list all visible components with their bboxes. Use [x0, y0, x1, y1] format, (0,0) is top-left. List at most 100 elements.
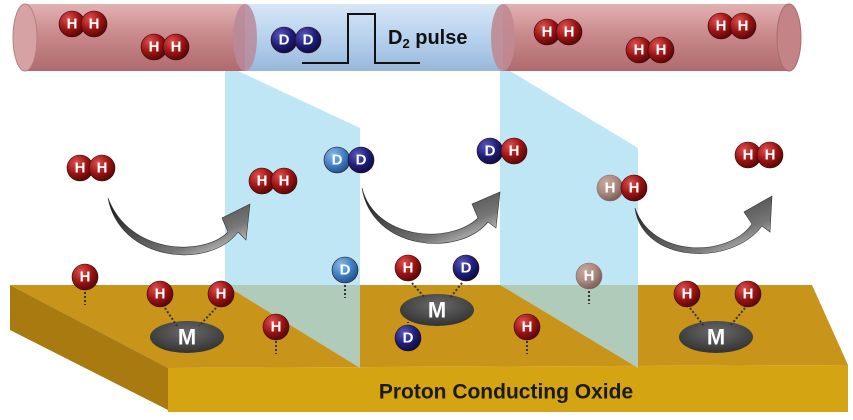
hydrogen-atom: H: [555, 18, 583, 46]
atom-label: H: [257, 173, 268, 190]
hydrogen-atom-circle: [555, 18, 583, 46]
hydrogen-atom: H: [729, 12, 757, 40]
bond: [411, 282, 426, 299]
atom-label: H: [605, 180, 616, 197]
metal-label: M: [707, 325, 725, 350]
process-arrow-3: [634, 195, 773, 254]
hydrogen-atom: H: [647, 36, 675, 64]
tube-segment-left: [25, 4, 245, 71]
hydrogen-atom: H: [596, 174, 624, 202]
atom-label: H: [743, 286, 754, 303]
tube-end-left: [12, 3, 38, 72]
hydrogen-atom: H: [58, 10, 86, 38]
atom-label: H: [656, 42, 667, 59]
atom-label: H: [67, 16, 78, 33]
bond: [198, 307, 217, 327]
atom-label: H: [271, 319, 282, 336]
hydrogen-atom-circle: [620, 174, 648, 202]
substrate-left-face: [10, 285, 168, 410]
atom-label: D: [485, 143, 496, 160]
hydrogen-atom-circle: [756, 141, 784, 169]
atom-label: D: [356, 152, 367, 169]
hydrogen-atom: H: [673, 280, 701, 308]
hydrogen-atom-circle: [88, 154, 116, 182]
atom-label: H: [80, 269, 91, 286]
atom-label: H: [89, 16, 100, 33]
metal-label: M: [178, 325, 196, 350]
deuterium-atom: D: [294, 26, 322, 54]
hydrogen-atom-circle: [513, 313, 541, 341]
deuterium-atom: D: [347, 146, 375, 174]
hydrogen-atom-circle: [162, 33, 190, 61]
atom-label: D: [332, 152, 343, 169]
bond: [449, 282, 463, 299]
metal-label: M: [428, 298, 446, 323]
atom-label: H: [509, 143, 520, 160]
substrate-front-face: [168, 365, 848, 412]
atom-label: H: [155, 286, 166, 303]
hydrogen-atom-circle: [80, 10, 108, 38]
hydrogen-atom: H: [88, 154, 116, 182]
atom-label: H: [629, 180, 640, 197]
hydrogen-atom: H: [262, 313, 290, 341]
hydrogen-atom-circle: [270, 167, 298, 195]
atom-label: D: [279, 32, 290, 49]
deuterium-atom: D: [394, 324, 422, 352]
atom-label: D: [461, 260, 472, 277]
hydrogen-atom: H: [756, 141, 784, 169]
metal-site-3: M: [679, 321, 753, 353]
hydrogen-atom-circle: [647, 36, 675, 64]
atom-label: H: [216, 286, 227, 303]
hydrogen-atom: H: [80, 10, 108, 38]
deuterium-atom-circle: [452, 254, 480, 282]
metal-site-1: M: [150, 321, 224, 353]
atom-label: H: [403, 260, 414, 277]
hydrogen-atom-circle: [734, 280, 762, 308]
atom-label: D: [340, 262, 351, 279]
deuterium-atom: D: [476, 137, 504, 165]
hydrogen-atom: H: [620, 174, 648, 202]
deuterium-atom-circle: [394, 324, 422, 352]
deuterium-atom-circle: [347, 146, 375, 174]
atom-label: H: [682, 286, 693, 303]
atom-label: H: [171, 39, 182, 56]
pulse-waveform: [302, 13, 420, 64]
atom-label: H: [542, 24, 553, 41]
atom-label: H: [584, 268, 595, 285]
atom-label: H: [279, 173, 290, 190]
process-arrow-2: [361, 187, 501, 244]
atom-label: H: [75, 160, 86, 177]
atom-label: H: [743, 147, 754, 164]
hydrogen-atom: H: [513, 313, 541, 341]
hydrogen-atom-circle: [575, 262, 603, 290]
deuterium-atom: D: [452, 254, 480, 282]
hydrogen-atom-circle: [71, 263, 99, 291]
hydrogen-atom-circle: [394, 254, 422, 282]
atom-label: H: [765, 147, 776, 164]
atom-label: H: [149, 39, 160, 56]
atom-label: H: [564, 24, 575, 41]
hydrogen-atom: H: [394, 254, 422, 282]
gas-tube: D2 pulse: [12, 3, 802, 72]
hydrogen-atom: H: [575, 262, 603, 290]
hydrogen-atom-circle: [146, 280, 174, 308]
hydrogen-atom: H: [270, 167, 298, 195]
hydrogen-atom-circle: [729, 12, 757, 40]
tube-joint-right: [491, 4, 515, 71]
atom-label: H: [716, 18, 727, 35]
hydrogen-atom: H: [71, 263, 99, 291]
pulse-plane-left: [225, 65, 360, 368]
deuterium-atom-circle: [331, 256, 359, 284]
atom-label: H: [522, 319, 533, 336]
deuterium-atom-circle: [294, 26, 322, 54]
hydrogen-atom: H: [500, 137, 528, 165]
hydrogen-atom: H: [162, 33, 190, 61]
metal-site-2: M: [400, 294, 474, 326]
hydrogen-atom: H: [146, 280, 174, 308]
atom-label: H: [738, 18, 749, 35]
tube-joint-left: [233, 4, 257, 71]
atom-label: H: [97, 160, 108, 177]
